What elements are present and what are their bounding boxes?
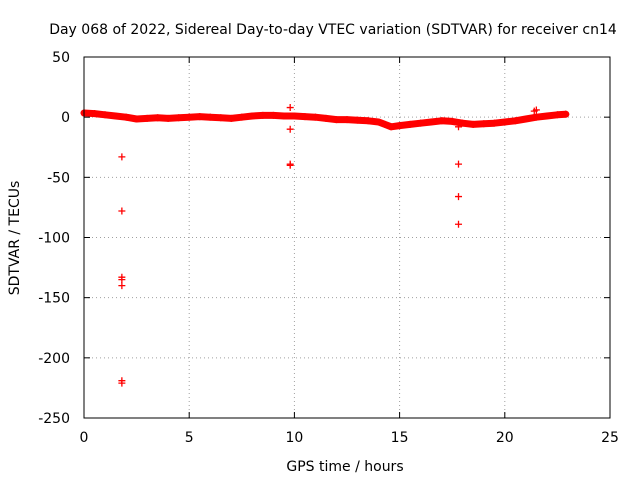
baseline-point: [112, 112, 120, 120]
y-tick-labels: 50 0 -50 -100 -150 -200 -250: [38, 50, 70, 427]
baseline-point: [196, 113, 204, 121]
y-tick-label-minus-150: -150: [38, 291, 70, 307]
outlier-point: [118, 282, 126, 290]
x-tick-label-0: 0: [80, 430, 89, 446]
outlier-point: [286, 125, 294, 133]
y-tick-label-minus-50: -50: [47, 171, 70, 187]
baseline-point: [364, 117, 372, 125]
baseline-point: [185, 113, 193, 121]
baseline-point: [438, 117, 446, 125]
baseline-point: [122, 113, 130, 121]
baseline-point: [417, 119, 425, 127]
chart-title: Day 068 of 2022, Sidereal Day-to-day VTE…: [49, 22, 617, 38]
baseline-point: [238, 113, 246, 121]
baseline-point: [301, 113, 309, 121]
baseline-point: [322, 114, 330, 122]
baseline-point: [217, 114, 225, 122]
x-tick-label-15: 15: [391, 430, 409, 446]
baseline-point: [459, 119, 467, 127]
baseline-point: [448, 117, 456, 125]
y-tick-label-0: 0: [61, 110, 70, 126]
baseline-point: [290, 112, 298, 120]
x-tick-label-10: 10: [285, 430, 303, 446]
outlier-point: [118, 153, 126, 161]
outlier-point: [455, 160, 463, 168]
y-tick-label-minus-100: -100: [38, 231, 70, 247]
baseline-point: [522, 115, 530, 123]
baseline-point: [501, 118, 509, 126]
baseline-point: [375, 118, 383, 126]
baseline-point: [387, 123, 395, 131]
outlier-point: [286, 104, 294, 112]
axis-ticks: [83, 56, 611, 419]
baseline-point: [406, 120, 414, 128]
baseline-point: [91, 110, 99, 118]
baseline-point: [553, 111, 561, 119]
baseline-point: [280, 112, 288, 120]
baseline-point: [427, 118, 435, 126]
outlier-point: [118, 379, 126, 387]
baseline-point: [381, 120, 389, 128]
baseline-point: [469, 120, 477, 128]
baseline-point: [511, 117, 519, 125]
outlier-point: [455, 123, 463, 131]
x-axis-label: GPS time / hours: [286, 459, 403, 475]
baseline-point: [206, 113, 214, 121]
baseline-point: [480, 120, 488, 128]
x-tick-label-5: 5: [185, 430, 194, 446]
y-tick-label-minus-200: -200: [38, 351, 70, 367]
baseline-point: [396, 122, 404, 130]
y-tick-label-50: 50: [52, 50, 70, 66]
baseline-point: [101, 111, 109, 119]
data-points: [80, 104, 570, 387]
baseline-point: [332, 116, 340, 124]
baseline-point: [164, 114, 172, 122]
outlier-point: [118, 276, 126, 284]
y-axis-label: SDTVAR / TECUs: [7, 181, 23, 296]
outlier-point: [455, 193, 463, 201]
baseline-point: [354, 116, 362, 124]
baseline-point: [133, 115, 141, 123]
outlier-point: [286, 161, 294, 169]
outlier-point: [455, 220, 463, 228]
baseline-band: [80, 109, 570, 131]
baseline-point: [532, 113, 540, 121]
baseline-point: [562, 110, 570, 118]
baseline-point: [227, 114, 235, 122]
baseline-point: [343, 116, 351, 124]
x-tick-labels: 0 5 10 15 20 25: [80, 430, 619, 446]
outlier-point: [532, 106, 540, 114]
x-tick-label-20: 20: [496, 430, 514, 446]
baseline-point: [490, 119, 498, 127]
baseline-point: [154, 114, 162, 122]
x-tick-label-25: 25: [601, 430, 619, 446]
baseline-point: [543, 112, 551, 120]
baseline-point: [259, 111, 267, 119]
baseline-point: [248, 112, 256, 120]
baseline-point: [311, 113, 319, 121]
baseline-point: [143, 114, 151, 122]
baseline-point: [175, 114, 183, 122]
outlier-point: [118, 207, 126, 215]
baseline-point: [269, 111, 277, 119]
y-tick-label-minus-250: -250: [38, 411, 70, 427]
